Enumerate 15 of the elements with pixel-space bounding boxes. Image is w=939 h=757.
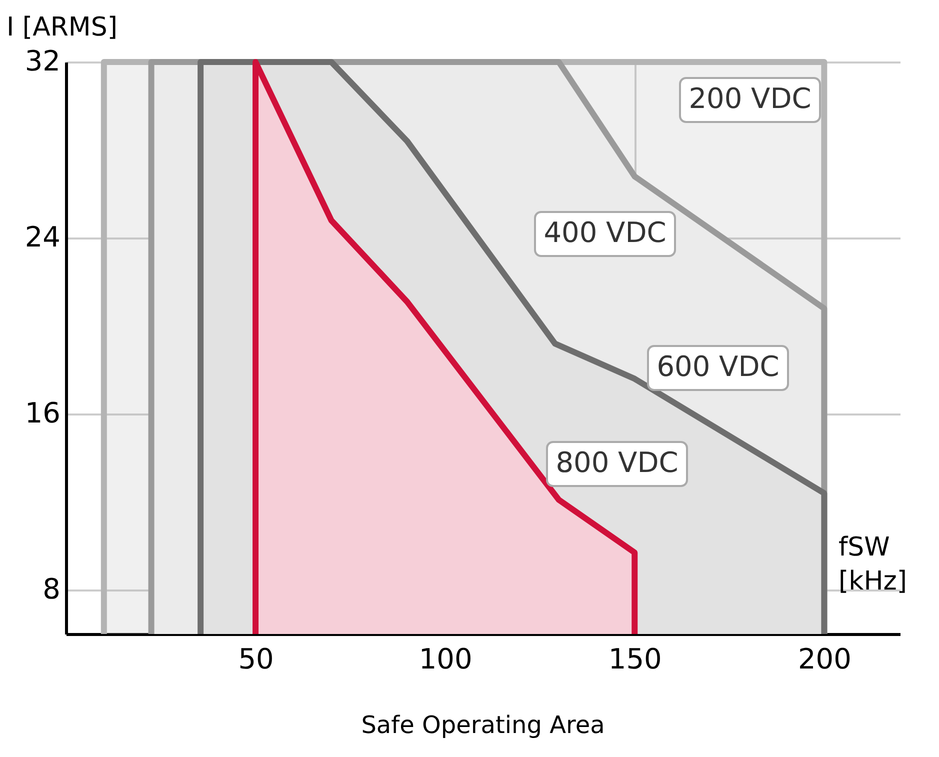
text: Safe Operating Area bbox=[361, 711, 605, 739]
x-tick-label: 200 bbox=[798, 642, 852, 676]
x-tick-label: 100 bbox=[418, 642, 472, 676]
y-tick-label: 24 bbox=[24, 220, 60, 254]
x-tick-label: 150 bbox=[608, 642, 662, 676]
y-tick-label: 8 bbox=[42, 572, 60, 606]
annotation: 400 VDC bbox=[544, 216, 666, 249]
x-tick-label: 50 bbox=[238, 642, 274, 676]
annotation: 800 VDC bbox=[556, 446, 678, 479]
annotation: 200 VDC bbox=[688, 82, 812, 115]
y-tick-label: 16 bbox=[24, 396, 60, 430]
y-axis-title: I [ARMS] bbox=[6, 12, 118, 42]
x-axis-title: fSW [kHz] bbox=[838, 532, 908, 596]
annotation: 600 VDC bbox=[656, 350, 780, 383]
y-tick-label: 32 bbox=[24, 44, 60, 78]
